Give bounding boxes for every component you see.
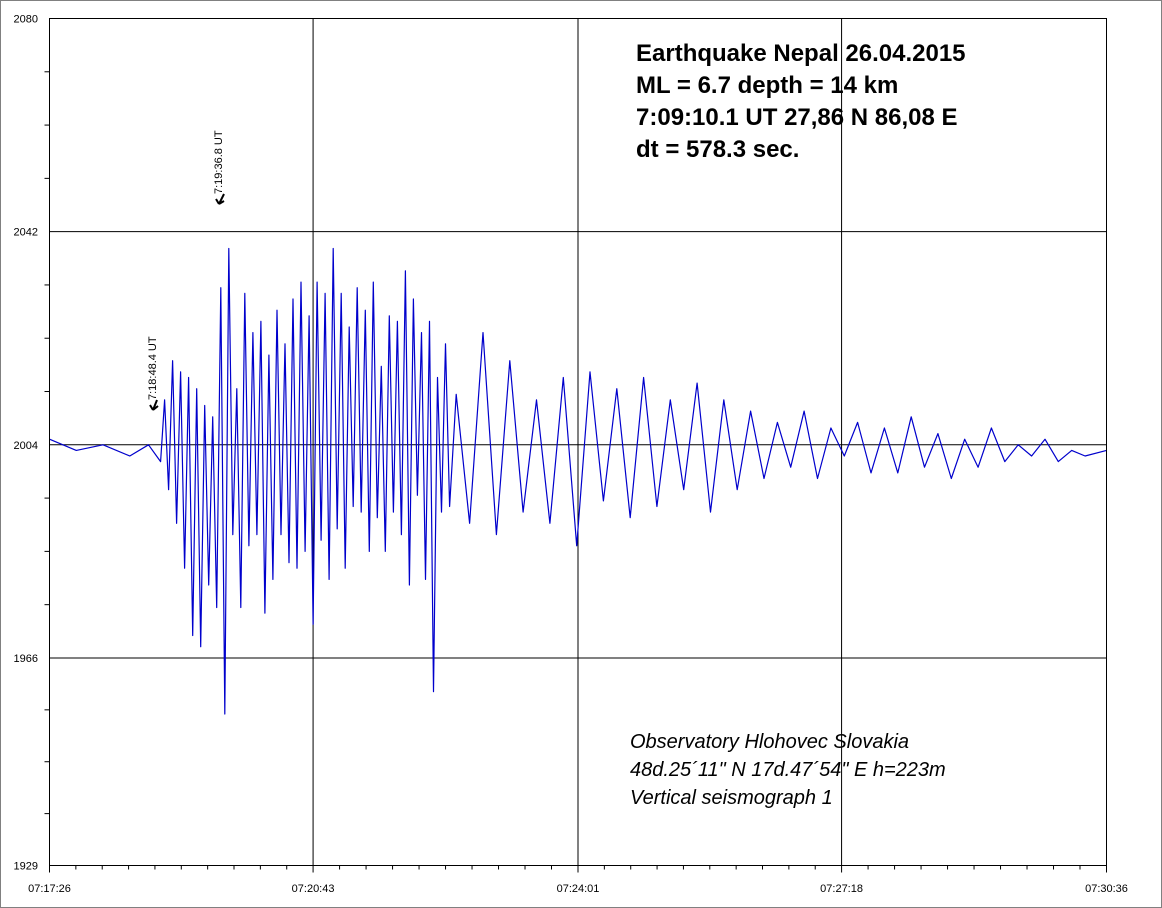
annotations: 7:18:48.4 UT 7:19:36.8 UT — [147, 130, 225, 411]
y-tick-labels: 2080 2042 2004 1966 1929 — [14, 14, 38, 873]
origin-time-location: 7:09:10.1 UT 27,86 N 86,08 E — [636, 104, 958, 131]
x-tick-label: 07:20:43 — [292, 883, 335, 895]
arrival-annotation-1: 7:18:48.4 UT — [147, 336, 159, 411]
x-tick-labels: 07:17:26 07:20:43 07:24:01 07:27:18 07:30:36 — [28, 883, 1128, 895]
arrival-label-1: 7:18:48.4 UT — [147, 336, 159, 400]
y-tick-label: 1929 — [14, 861, 38, 873]
instrument-name: Vertical seismograph 1 — [630, 787, 833, 809]
earthquake-info: Earthquake Nepal 26.04.2015 ML = 6.7 dep… — [636, 38, 966, 166]
magnitude-depth: ML = 6.7 depth = 14 km — [636, 72, 899, 99]
x-tick-label: 07:30:36 — [1085, 883, 1128, 895]
time-difference: dt = 578.3 sec. — [636, 136, 800, 163]
seismogram-trace — [49, 247, 1107, 715]
arrival-annotation-2: 7:19:36.8 UT — [213, 130, 225, 205]
minor-ticks — [44, 71, 1107, 873]
x-tick-label: 07:27:18 — [820, 883, 863, 895]
y-tick-label: 2080 — [14, 14, 38, 26]
arrival-arrow-1 — [149, 399, 159, 411]
observatory-name: Observatory Hlohovec Slovakia — [630, 731, 910, 753]
observatory-coordinates: 48d.25´11" N 17d.47´54" E h=223m — [630, 759, 946, 781]
arrival-arrow-2 — [215, 193, 225, 205]
y-tick-label: 1966 — [14, 653, 38, 665]
grid — [49, 18, 1107, 866]
series-layer — [49, 247, 1107, 715]
earthquake-title: Earthquake Nepal 26.04.2015 — [636, 40, 966, 67]
observatory-info: Observatory Hlohovec Slovakia 48d.25´11"… — [630, 728, 946, 812]
y-tick-label: 2042 — [14, 227, 38, 239]
x-tick-label: 07:24:01 — [557, 883, 600, 895]
x-tick-label: 07:17:26 — [28, 883, 71, 895]
arrival-label-2: 7:19:36.8 UT — [213, 130, 225, 194]
y-tick-label: 2004 — [14, 440, 38, 452]
plot-frame — [49, 18, 1107, 866]
